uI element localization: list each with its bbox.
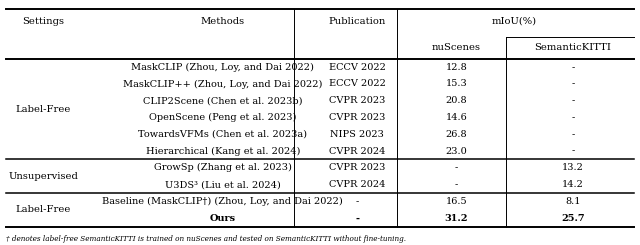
Text: GrowSp (Zhang et al. 2023): GrowSp (Zhang et al. 2023) — [154, 163, 292, 172]
Text: TowardsVFMs (Chen et al. 2023a): TowardsVFMs (Chen et al. 2023a) — [138, 130, 307, 139]
Text: ECCV 2022: ECCV 2022 — [329, 63, 385, 72]
Text: † denotes label-free SemanticKITTI is trained on nuScenes and tested on Semantic: † denotes label-free SemanticKITTI is tr… — [6, 235, 406, 243]
Text: MaskCLIP (Zhou, Loy, and Dai 2022): MaskCLIP (Zhou, Loy, and Dai 2022) — [131, 63, 314, 72]
Text: -: - — [571, 96, 575, 105]
Text: CVPR 2023: CVPR 2023 — [329, 113, 385, 122]
Text: Label-Free: Label-Free — [16, 105, 71, 114]
Text: Publication: Publication — [328, 17, 386, 26]
Text: -: - — [454, 163, 458, 172]
Text: 20.8: 20.8 — [445, 96, 467, 105]
Text: -: - — [571, 147, 575, 156]
Text: Hierarchical (Kang et al. 2024): Hierarchical (Kang et al. 2024) — [145, 147, 300, 156]
Text: CVPR 2023: CVPR 2023 — [329, 96, 385, 105]
Text: NIPS 2023: NIPS 2023 — [330, 130, 384, 139]
Text: MaskCLIP++ (Zhou, Loy, and Dai 2022): MaskCLIP++ (Zhou, Loy, and Dai 2022) — [123, 79, 323, 88]
Text: 16.5: 16.5 — [445, 197, 467, 206]
Text: Baseline (MaskCLIP†) (Zhou, Loy, and Dai 2022): Baseline (MaskCLIP†) (Zhou, Loy, and Dai… — [102, 197, 343, 206]
Text: CVPR 2023: CVPR 2023 — [329, 163, 385, 172]
Text: 13.2: 13.2 — [562, 163, 584, 172]
Text: mIoU(%): mIoU(%) — [492, 17, 537, 26]
Text: CLIP2Scene (Chen et al. 2023b): CLIP2Scene (Chen et al. 2023b) — [143, 96, 303, 105]
Text: 8.1: 8.1 — [565, 197, 580, 206]
Text: 26.8: 26.8 — [445, 130, 467, 139]
Text: -: - — [571, 113, 575, 122]
Text: Unsupervised: Unsupervised — [8, 172, 79, 181]
Text: OpenScene (Peng et al. 2023): OpenScene (Peng et al. 2023) — [149, 113, 296, 122]
Text: -: - — [355, 197, 359, 206]
Text: -: - — [571, 130, 575, 139]
Text: -: - — [355, 214, 359, 223]
Text: Methods: Methods — [201, 17, 244, 26]
Text: 14.2: 14.2 — [562, 180, 584, 189]
Text: nuScenes: nuScenes — [432, 43, 481, 52]
Text: CVPR 2024: CVPR 2024 — [329, 180, 385, 189]
Text: CVPR 2024: CVPR 2024 — [329, 147, 385, 156]
Text: 14.6: 14.6 — [445, 113, 467, 122]
Text: -: - — [571, 79, 575, 88]
Text: Settings: Settings — [22, 17, 65, 26]
Text: Label-Free: Label-Free — [16, 205, 71, 214]
Text: SemanticKITTI: SemanticKITTI — [534, 43, 611, 52]
Text: 31.2: 31.2 — [445, 214, 468, 223]
Text: -: - — [454, 180, 458, 189]
Text: 12.8: 12.8 — [445, 63, 467, 72]
Text: -: - — [571, 63, 575, 72]
Text: 25.7: 25.7 — [561, 214, 584, 223]
Text: ECCV 2022: ECCV 2022 — [329, 79, 385, 88]
Text: Ours: Ours — [210, 214, 236, 223]
Text: 15.3: 15.3 — [445, 79, 467, 88]
Text: 23.0: 23.0 — [445, 147, 467, 156]
Text: U3DS³ (Liu et al. 2024): U3DS³ (Liu et al. 2024) — [165, 180, 280, 189]
